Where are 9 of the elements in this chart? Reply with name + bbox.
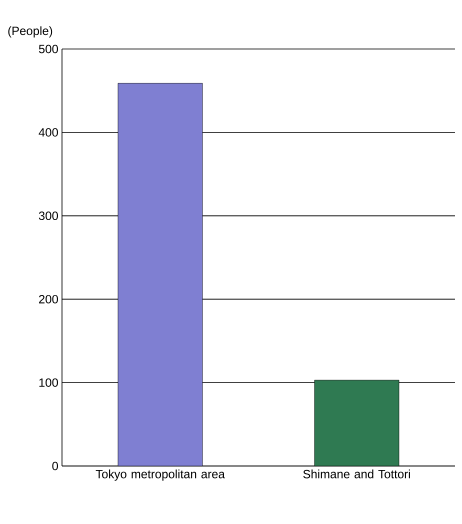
y-tick-label: 300: [38, 212, 58, 220]
y-tick-label: 400: [38, 128, 58, 137]
y-tick-label: 500: [38, 44, 58, 54]
x-tick-label: Tokyo metropolitan area: [96, 470, 225, 481]
x-tick-label: Shimane and Tottori: [303, 470, 410, 478]
y-axis-title: (People): [8, 26, 52, 38]
y-tick-label: 200: [39, 294, 58, 304]
y-tick-label: 100: [39, 378, 58, 387]
y-tick-label: 0: [52, 462, 58, 470]
